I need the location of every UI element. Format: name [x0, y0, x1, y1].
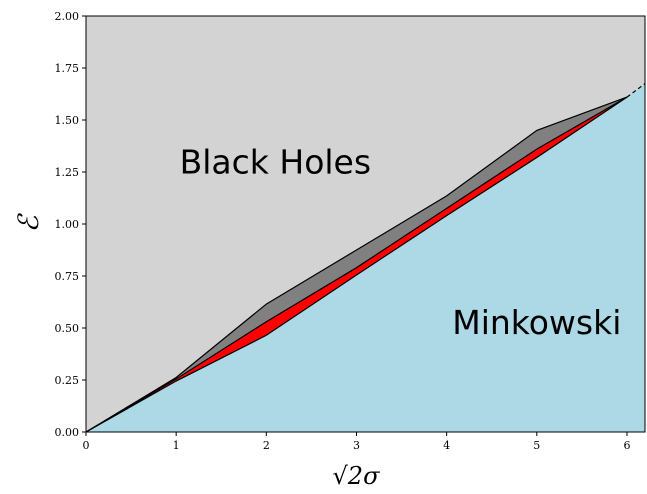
middle-curve — [85, 96, 628, 433]
lower-curve — [85, 96, 628, 433]
black-holes-label: Black Holes — [180, 143, 371, 182]
x-tick-label: 0 — [83, 439, 90, 452]
y-tick-label: 0.25 — [55, 374, 80, 387]
x-tick-label: 5 — [533, 439, 540, 452]
y-tick-label: 0.75 — [55, 270, 80, 283]
plot-area — [85, 16, 646, 433]
y-tick-label: 1.50 — [55, 114, 80, 127]
lower-band — [86, 97, 627, 433]
y-tick-label: 0.50 — [55, 322, 80, 335]
y-tick-label: 1.00 — [55, 218, 80, 231]
x-tick-label: 6 — [623, 439, 630, 452]
upper-band — [86, 97, 627, 433]
x-tick-label: 3 — [353, 439, 360, 452]
y-tick-label: 1.25 — [55, 166, 80, 179]
x-tick-label: 2 — [263, 439, 270, 452]
y-tick-label: 2.00 — [55, 10, 80, 23]
minkowski-region — [86, 83, 645, 432]
x-axis-label: √2σ — [333, 462, 381, 490]
annotations: Black Holes Minkowski — [180, 143, 622, 342]
minkowski-label: Minkowski — [452, 303, 621, 342]
x-tick-label: 4 — [443, 439, 450, 452]
x-tick-label: 1 — [173, 439, 180, 452]
axes: 0 1 2 3 4 5 6 0.00 0.25 0.50 0.75 1.00 1.25 1.50 1.75 2… — [55, 10, 646, 452]
dashed-extension — [626, 83, 646, 98]
y-tick-label: 0.00 — [55, 426, 80, 439]
y-tick-label: 1.75 — [55, 62, 80, 75]
upper-curve — [85, 96, 628, 433]
y-axis-label: ℰ — [12, 212, 45, 232]
